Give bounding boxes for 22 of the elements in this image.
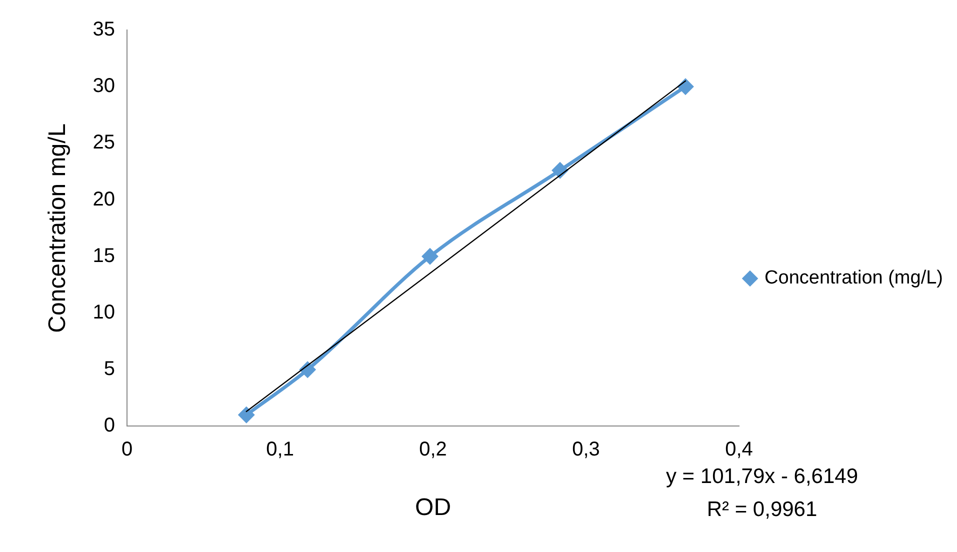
point [238,407,254,423]
text: y = 101,79x - 6,6149 [666,464,858,488]
legend-label: Concentration (mg/L) [764,268,943,289]
y-tick-label: 20 [92,188,116,210]
x-tick-label: 0,1 [266,438,294,461]
y-tick-label: 10 [92,302,116,324]
y-tick-label: 25 [92,132,116,154]
x-tick-label: 0 [121,438,133,461]
x-axis-title: OD [415,494,452,522]
point [552,162,568,178]
y-tick-label: 5 [104,358,116,380]
y-tick-label: 30 [92,75,116,98]
x-tick-label: 0,2 [419,438,447,461]
point [678,78,694,94]
y-tick-label: 35 [92,18,116,41]
x-tick-label: 0,3 [572,438,600,461]
text: R² = 0,9961 [706,498,818,521]
point [422,248,438,264]
y-axis-title: Concentration mg/L [44,123,72,333]
x-tick-label: 0,4 [725,438,753,461]
y-tick-label: 0 [104,414,116,437]
y-tick-label: 15 [92,244,116,267]
